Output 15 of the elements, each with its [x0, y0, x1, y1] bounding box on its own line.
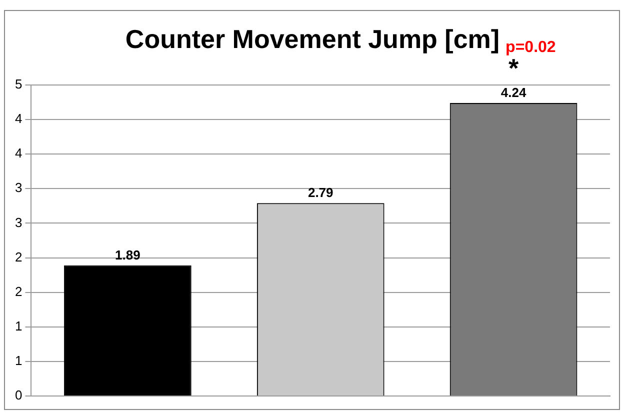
data-label: 1.89 [115, 247, 140, 262]
y-tick-label: 0 [14, 388, 22, 403]
y-tick-label: 1 [14, 318, 22, 334]
y-tick-label: 5 [14, 76, 22, 92]
chart-title: Counter Movement Jump [cm] [125, 24, 500, 54]
y-tick-label: 4 [14, 111, 22, 126]
data-label: 2.79 [308, 185, 334, 200]
y-tick-label: 3 [14, 180, 22, 196]
y-tick-label: 3 [14, 214, 22, 230]
y-tick-label: 2 [14, 284, 22, 299]
bar [64, 265, 192, 396]
y-tick-label: 4 [14, 146, 22, 161]
y-tick-label: 2 [14, 249, 22, 264]
data-label: 4.24 [500, 84, 527, 100]
y-tick-label: 1 [14, 353, 22, 368]
